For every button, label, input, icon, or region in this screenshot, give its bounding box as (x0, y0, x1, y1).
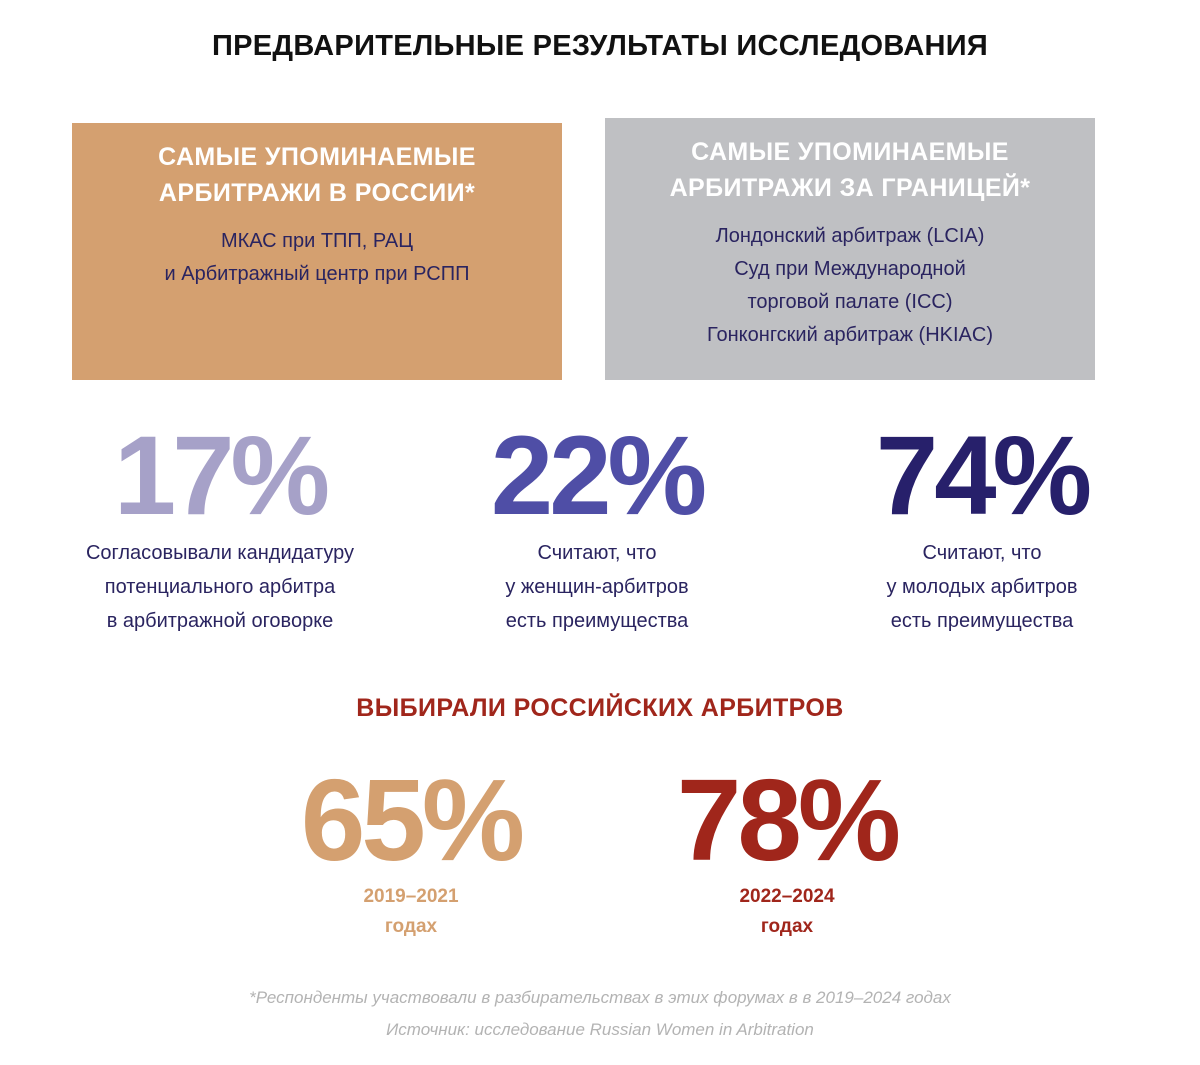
stat-description-line: в арбитражной оговорке (106, 610, 334, 632)
abroad-card-item: Гонконгский арбитраж (HKIAC) (707, 324, 993, 346)
stat-value: 74% (875, 413, 1092, 538)
stat-description: Согласовывали кандидатуру потенциального… (40, 536, 400, 638)
russia-card-heading-line: САМЫЕ УПОМИНАЕМЫЕ (158, 143, 476, 171)
abroad-card-heading: САМЫЕ УПОМИНАЕМЫЕ АРБИТРАЖИ ЗА ГРАНИЦЕЙ* (605, 134, 1095, 206)
abroad-card-heading-line: АРБИТРАЖИ ЗА ГРАНИЦЕЙ* (669, 174, 1031, 202)
stat-description-line: есть преимущества (890, 610, 1074, 632)
stat-agreed-arbitrator: 17% Согласовывали кандидатуру потенциаль… (40, 420, 400, 638)
russia-card-heading-line: АРБИТРАЖИ В РОССИИ* (158, 179, 476, 207)
stat-description: Считают, что у женщин-арбитров есть преи… (417, 536, 777, 638)
period-unit: годах (384, 916, 438, 937)
abroad-arbitration-card: САМЫЕ УПОМИНАЕМЫЕ АРБИТРАЖИ ЗА ГРАНИЦЕЙ*… (605, 118, 1095, 380)
stat-description-line: потенциального арбитра (104, 576, 336, 598)
stat-young-arbitrators: 74% Считают, что у молодых арбитров есть… (802, 420, 1162, 638)
abroad-card-item: торговой палате (ICC) (747, 291, 953, 313)
period-value: 78% (676, 755, 901, 885)
stat-description-line: Считают, что (922, 542, 1042, 564)
abroad-card-list: Лондонский арбитраж (LCIA) Суд при Между… (605, 220, 1095, 352)
period-label: 2019–2021 годах (251, 882, 571, 942)
stat-description-line: Согласовывали кандидатуру (85, 542, 355, 564)
footnote-respondents: *Респонденты участвовали в разбирательст… (249, 988, 951, 1007)
period-years: 2019–2021 (363, 886, 459, 907)
abroad-card-item: Лондонский арбитраж (LCIA) (715, 225, 985, 247)
period-label: 2022–2024 годах (627, 882, 947, 942)
stat-description-line: у молодых арбитров (886, 576, 1078, 598)
russia-arbitration-card: САМЫЕ УПОМИНАЕМЫЕ АРБИТРАЖИ В РОССИИ* МК… (72, 123, 562, 380)
period-unit: годах (760, 916, 814, 937)
stat-women-arbitrators: 22% Считают, что у женщин-арбитров есть … (417, 420, 777, 638)
stat-value: 17% (113, 413, 330, 538)
abroad-card-heading-line: САМЫЕ УПОМИНАЕМЫЕ (691, 138, 1009, 166)
stat-description: Считают, что у молодых арбитров есть пре… (802, 536, 1162, 638)
footnote-source: Источник: исследование Russian Women in … (386, 1020, 814, 1039)
russia-card-list: МКАС при ТПП, РАЦ и Арбитражный центр пр… (72, 225, 562, 291)
period-2019-2021: 65% 2019–2021 годах (251, 762, 571, 942)
stat-description-line: Считают, что (537, 542, 657, 564)
period-value: 65% (300, 755, 525, 885)
period-2022-2024: 78% 2022–2024 годах (627, 762, 947, 942)
stat-value: 22% (490, 413, 707, 538)
abroad-card-item: Суд при Международной (734, 258, 966, 280)
russia-card-item: МКАС при ТПП, РАЦ (220, 230, 414, 252)
page-title: ПРЕДВАРИТЕЛЬНЫЕ РЕЗУЛЬТАТЫ ИССЛЕДОВАНИЯ (212, 30, 988, 62)
stat-description-line: есть преимущества (505, 610, 689, 632)
stat-description-line: у женщин-арбитров (505, 576, 689, 598)
russian-arbitrators-title: ВЫБИРАЛИ РОССИЙСКИХ АРБИТРОВ (356, 694, 844, 722)
russia-card-heading: САМЫЕ УПОМИНАЕМЫЕ АРБИТРАЖИ В РОССИИ* (72, 139, 562, 211)
period-years: 2022–2024 (739, 886, 835, 907)
russia-card-item: и Арбитражный центр при РСПП (164, 263, 470, 285)
